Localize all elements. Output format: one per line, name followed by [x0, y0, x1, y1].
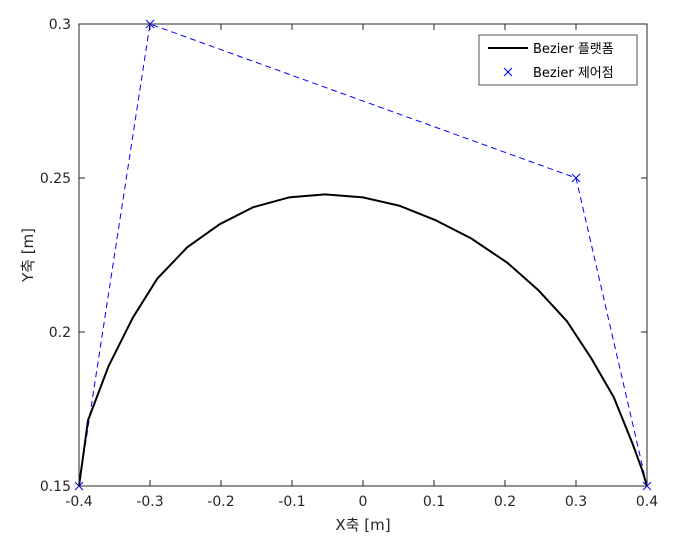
x-tick-label: 0.2: [494, 494, 516, 510]
x-tick-label: 0.4: [636, 494, 658, 510]
plot-area: [79, 24, 647, 486]
bezier-curve-line: [78, 193, 648, 487]
y-tick-label: 0.2: [49, 325, 71, 341]
x-tick-label: -0.2: [207, 494, 234, 510]
control-point-marker: [571, 173, 581, 183]
legend-label-control-points: Bezier 제어점: [533, 66, 614, 81]
legend-swatch-control-points: [503, 67, 513, 77]
x-tick-label: 0.1: [423, 494, 445, 510]
y-tick-label: 0.15: [40, 479, 71, 495]
x-tick-label: -0.4: [65, 494, 92, 510]
legend: Bezier 플랫폼 Bezier 제어점: [478, 34, 638, 86]
y-axis-label: Y축 [m]: [19, 228, 37, 283]
x-tick-label: -0.3: [136, 494, 163, 510]
x-axis-label: X축 [m]: [335, 516, 390, 534]
control-polygon-line: [78, 23, 648, 487]
y-tick-label: 0.25: [40, 171, 71, 187]
x-tick-label: -0.1: [278, 494, 305, 510]
y-tick-label: 0.3: [49, 17, 71, 33]
x-tick-label: 0: [359, 494, 368, 510]
tick-layer: -0.4 -0.3 -0.2 -0.1 0 0.1 0.2 0.3 0.4 0.15 0.2 0.25…: [40, 17, 658, 510]
legend-box: [478, 34, 638, 86]
legend-label-platform: Bezier 플랫폼: [533, 42, 614, 57]
x-tick-label: 0.3: [565, 494, 587, 510]
